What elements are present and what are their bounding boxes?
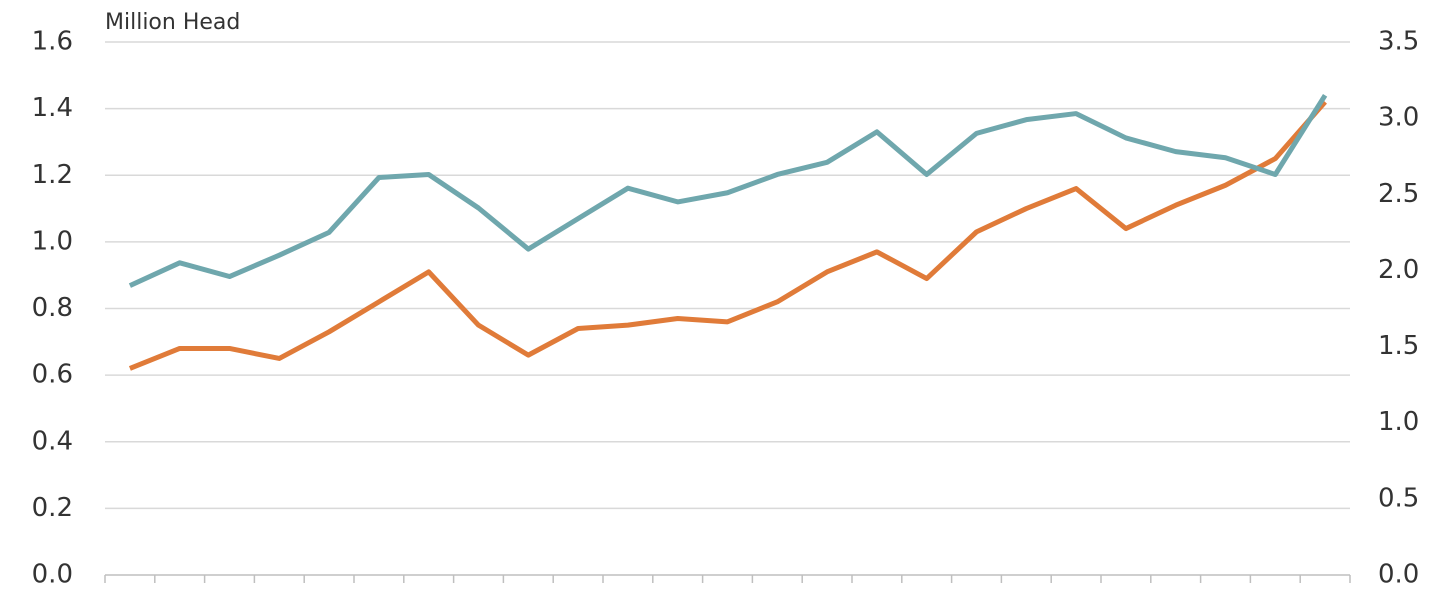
y-tick-label: 0.8	[32, 293, 73, 323]
y2-tick-label: 3.0	[1378, 103, 1419, 133]
y-tick-label: 1.4	[32, 93, 73, 123]
series-line	[128, 93, 1328, 288]
y-tick-label: 1.6	[32, 27, 73, 57]
y-tick-label: 1.2	[32, 160, 73, 190]
y-tick-label: 0.0	[32, 560, 73, 590]
y-tick-label: 0.2	[32, 493, 73, 523]
y-tick-label: 0.4	[32, 426, 73, 456]
series-line	[128, 100, 1327, 371]
y-tick-label: 1.0	[32, 226, 73, 256]
y2-tick-label: 1.5	[1378, 331, 1419, 361]
y2-tick-label: 3.5	[1378, 27, 1419, 57]
y2-tick-label: 2.0	[1378, 255, 1419, 285]
axis-label: Million Head	[105, 10, 240, 35]
y2-tick-label: 0.0	[1378, 560, 1419, 590]
y2-tick-label: 2.5	[1378, 179, 1419, 209]
y-tick-label: 0.6	[32, 360, 73, 390]
y2-tick-label: 0.5	[1378, 483, 1419, 513]
y2-tick-label: 1.0	[1378, 407, 1419, 437]
